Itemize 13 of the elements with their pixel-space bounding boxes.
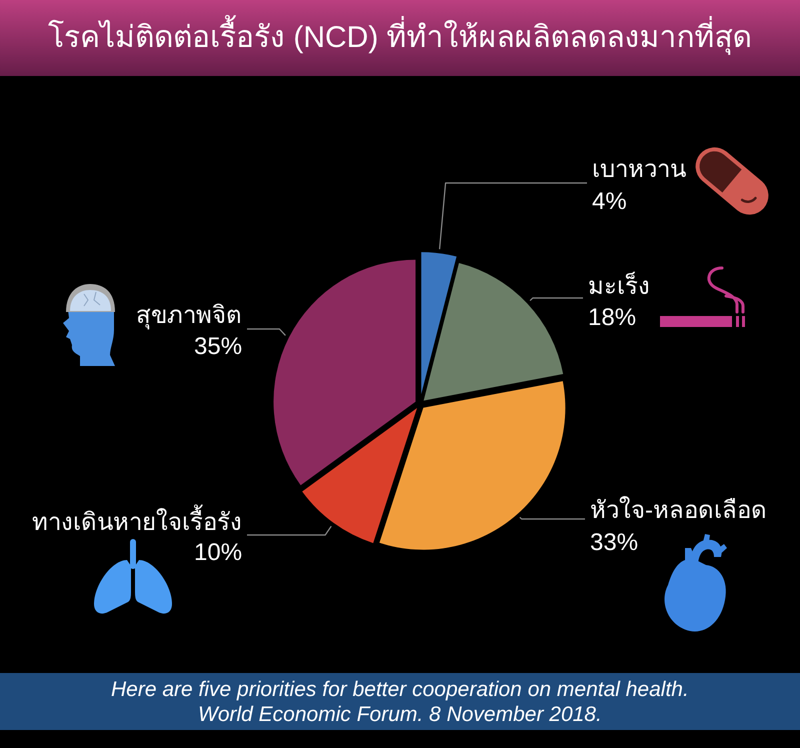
data-label: 4%: [592, 188, 627, 216]
slice-label: สุขภาพจิต: [136, 300, 242, 332]
data-label: 18%: [588, 304, 636, 332]
data-label: 10%: [194, 538, 242, 566]
slice-label: หัวใจ-หลอดเลือด: [590, 495, 767, 526]
annotation: World Economic Forum. 8 November 2018.: [198, 702, 602, 727]
chart-title: โรคไม่ติดต่อเรื้อรัง (NCD) ที่ทำให้ผลผลิตลดลงมากที่สุด: [48, 8, 752, 58]
slice-label: เบาหวาน: [592, 154, 686, 185]
slice-label: ทางเดินหายใจเรื้อรัง: [32, 498, 242, 538]
slice-label: มะเร็ง: [588, 270, 650, 302]
data-label: 35%: [194, 332, 242, 360]
annotation: Here are five priorities for better cooperation on mental health.: [111, 678, 689, 702]
data-label: 33%: [590, 528, 638, 556]
